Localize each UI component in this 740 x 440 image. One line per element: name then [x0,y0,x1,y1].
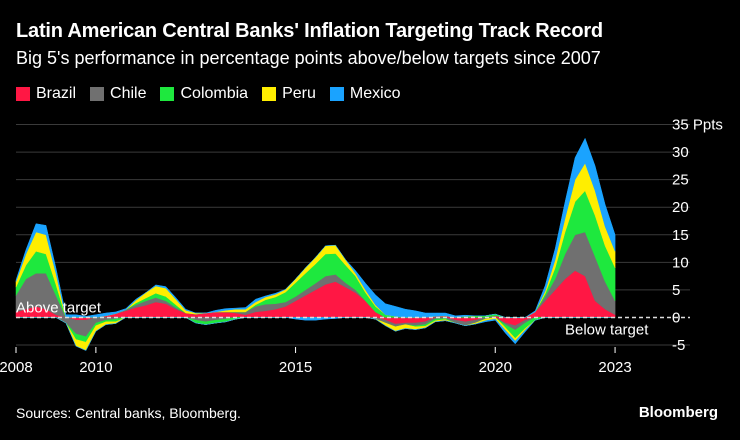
legend-swatch-brazil [16,87,30,101]
legend-swatch-mexico [329,87,344,101]
legend-swatch-chile [90,87,105,101]
y-tick-label: 25 [672,172,689,189]
legend-label-peru: Peru [282,85,316,102]
chart-title: Latin American Central Banks' Inflation … [16,20,603,42]
legend-label-chile: Chile [110,85,147,102]
x-tick-label: 2010 [79,359,112,376]
x-tick-label: 2008 [0,359,33,376]
legend-label-mexico: Mexico [349,85,401,102]
legend: Brazil Chile Colombia Peru Mexico [16,85,415,103]
legend-swatch-colombia [160,87,175,101]
source-note: Sources: Central banks, Bloomberg. [16,405,241,421]
bloomberg-logo: Bloomberg [638,404,718,421]
below-target-label: Below target [565,321,649,338]
area-mexico-pos [15,137,616,318]
y-tick-label: 20 [672,199,689,216]
area-mexico-neg [16,317,616,351]
legend-label-colombia: Colombia [180,85,249,102]
legend-label-brazil: Brazil [36,85,77,102]
legend-item-brazil: Brazil [16,85,76,103]
y-tick-label: -5 [672,337,685,354]
legend-item-peru: Peru [262,85,316,103]
x-tick-label: 2020 [479,359,512,376]
x-tick-label: 2023 [598,359,631,376]
chart-subtitle: Big 5's performance in percentage points… [16,48,601,68]
y-tick-label: 35 Ppts [672,117,723,134]
legend-item-mexico: Mexico [329,85,401,103]
y-tick-label: 15 [672,227,689,244]
legend-item-chile: Chile [90,85,146,103]
legend-item-colombia: Colombia [160,85,248,103]
y-tick-label: 5 [672,282,680,299]
legend-swatch-peru [262,87,277,101]
y-tick-label: 30 [672,144,689,161]
above-target-label: Above target [16,299,102,316]
x-tick-label: 2015 [279,359,312,376]
y-tick-label: 10 [672,254,689,271]
